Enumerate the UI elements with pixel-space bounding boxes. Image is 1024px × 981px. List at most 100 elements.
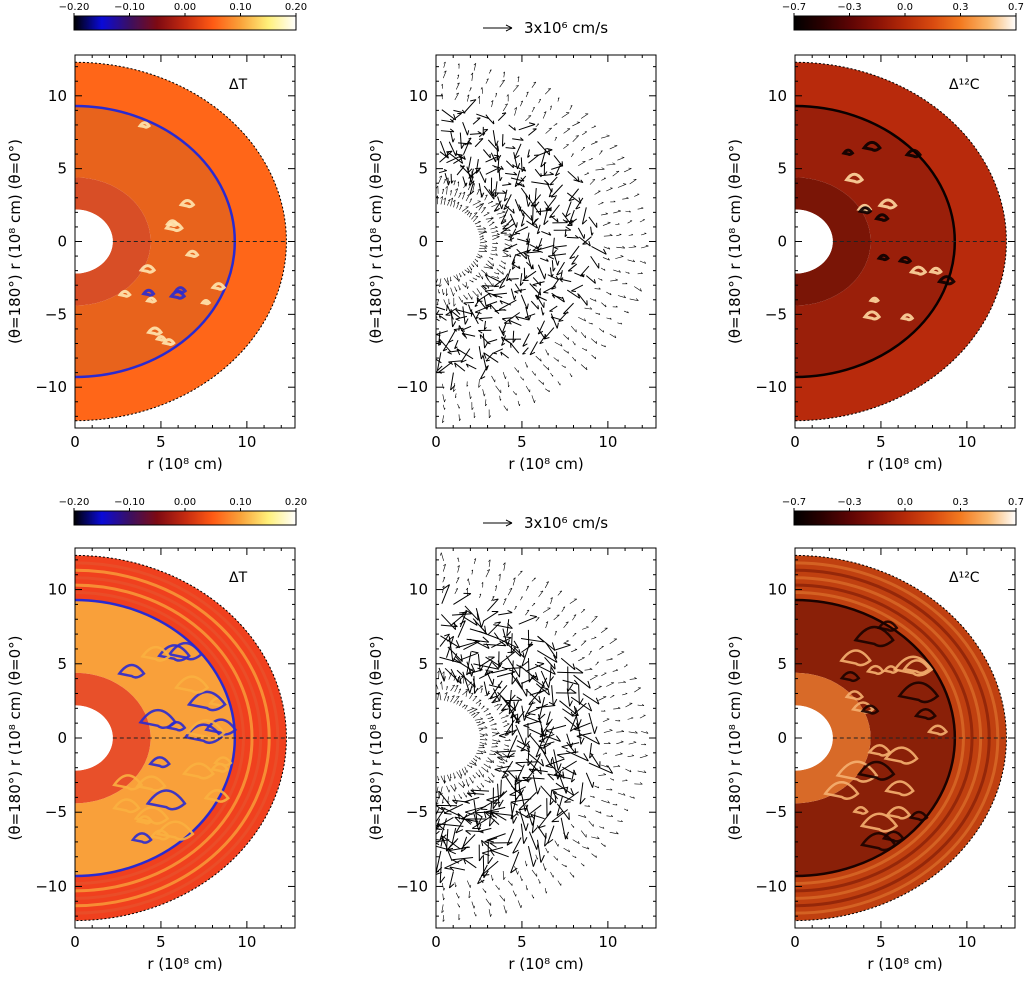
velocity-arrow xyxy=(496,268,504,275)
y-tick-label: −10 xyxy=(35,378,67,396)
velocity-arrow xyxy=(582,846,590,850)
plume xyxy=(862,310,882,321)
velocity-arrow xyxy=(472,774,476,779)
velocity-arrow xyxy=(508,278,519,282)
velocity-arrow xyxy=(491,727,498,730)
velocity-arrow xyxy=(483,763,491,769)
velocity-arrow xyxy=(448,298,451,305)
velocity-arrow xyxy=(442,671,445,679)
velocity-arrow xyxy=(505,160,515,169)
velocity-arrow xyxy=(541,734,561,742)
velocity-arrow xyxy=(502,720,508,723)
velocity-arrow xyxy=(469,777,474,784)
velocity-arrow xyxy=(499,79,505,88)
velocity-arrow xyxy=(556,751,579,759)
velocity-arrow xyxy=(500,757,508,763)
plume xyxy=(913,707,937,721)
velocity-arrow xyxy=(522,347,529,355)
velocity-arrow xyxy=(606,814,614,817)
velocity-arrow xyxy=(641,743,647,746)
velocity-arrow xyxy=(477,864,488,885)
velocity-arrow xyxy=(512,577,516,586)
velocity-arrow xyxy=(483,212,490,217)
velocity-arrow xyxy=(450,310,461,319)
velocity-arrow xyxy=(492,235,500,240)
velocity-arrow xyxy=(610,278,618,282)
velocity-arrow xyxy=(565,750,589,762)
velocity-arrow xyxy=(500,351,510,359)
velocity-arrow xyxy=(459,272,462,278)
velocity-arrow xyxy=(457,74,460,80)
velocity-arrow xyxy=(472,695,478,702)
velocity-arrow xyxy=(495,585,497,591)
velocity-arrow xyxy=(476,256,481,259)
panel-label: Δ¹²C xyxy=(949,77,980,93)
plume xyxy=(868,296,880,304)
velocity-arrow xyxy=(629,178,637,185)
velocity-arrow xyxy=(450,276,452,282)
velocity-arrow xyxy=(503,748,510,751)
plume xyxy=(928,266,943,275)
velocity-arrow xyxy=(543,162,548,176)
velocity-arrow xyxy=(578,161,586,166)
x-tick-label: 10 xyxy=(957,933,976,951)
velocity-arrow xyxy=(461,834,476,849)
velocity-arrow xyxy=(486,794,503,803)
velocity-arrow xyxy=(465,690,468,697)
stratified-band xyxy=(75,561,280,915)
velocity-arrow xyxy=(530,300,539,310)
plume xyxy=(899,313,915,322)
velocity-arrow xyxy=(442,915,445,922)
colorbar-tick-label: −0.20 xyxy=(59,2,90,13)
velocity-arrow xyxy=(528,154,540,164)
plume xyxy=(166,720,187,732)
velocity-arrow xyxy=(538,741,555,749)
velocity-arrow xyxy=(563,349,569,354)
velocity-arrow xyxy=(488,909,492,917)
velocity-arrow xyxy=(535,355,542,362)
velocity-arrow xyxy=(522,333,530,347)
velocity-arrow xyxy=(501,317,514,322)
velocity-arrow xyxy=(525,115,532,122)
velocity-arrow xyxy=(460,836,468,853)
velocity-arrow xyxy=(555,688,577,694)
velocity-arrow xyxy=(463,792,467,798)
velocity-arrow xyxy=(588,712,598,734)
velocity-arrow xyxy=(497,783,504,808)
velocity-arrow xyxy=(550,597,553,605)
velocity-arrow xyxy=(588,157,593,161)
velocity-arrow xyxy=(458,688,462,694)
velocity-arrow xyxy=(615,255,624,259)
x-tick-label: 0 xyxy=(70,933,80,951)
colorbar: −0.20 −0.10 0.00 0.10 0.20 xyxy=(59,2,307,31)
velocity-arrow xyxy=(513,143,522,160)
velocity-arrow xyxy=(442,404,446,410)
velocity-arrow xyxy=(472,290,479,298)
outer-edge xyxy=(74,61,287,422)
x-tick-label: 0 xyxy=(431,433,441,451)
axes: 0 5 10 −10 −5 0 5 10 r (10⁸ cm) (θ=180°) r (10⁸ c… xyxy=(6,547,296,973)
plume xyxy=(146,326,164,336)
velocity-arrow xyxy=(490,177,496,195)
velocity-arrow xyxy=(613,764,621,768)
velocity-arrow xyxy=(600,267,606,271)
velocity-arrow xyxy=(549,204,560,219)
velocity-arrow xyxy=(522,270,537,282)
velocity-arrow xyxy=(502,254,509,257)
velocity-arrow xyxy=(510,342,520,354)
velocity-arrow xyxy=(553,357,559,362)
velocity-arrow xyxy=(515,810,529,819)
velocity-arrow xyxy=(503,905,508,914)
velocity-arrow xyxy=(469,87,472,92)
velocity-arrow xyxy=(552,791,574,802)
velocity-arrow xyxy=(572,632,577,637)
velocity-arrow xyxy=(500,223,515,234)
velocity-arrow xyxy=(520,157,526,173)
velocity-arrow xyxy=(442,893,445,901)
velocity-arrow xyxy=(582,236,592,245)
velocity-arrow xyxy=(506,619,512,637)
reference-arrow-head xyxy=(505,519,513,527)
velocity-arrow xyxy=(551,294,563,299)
velocity-arrow xyxy=(490,152,497,163)
velocity-arrow xyxy=(548,189,553,198)
